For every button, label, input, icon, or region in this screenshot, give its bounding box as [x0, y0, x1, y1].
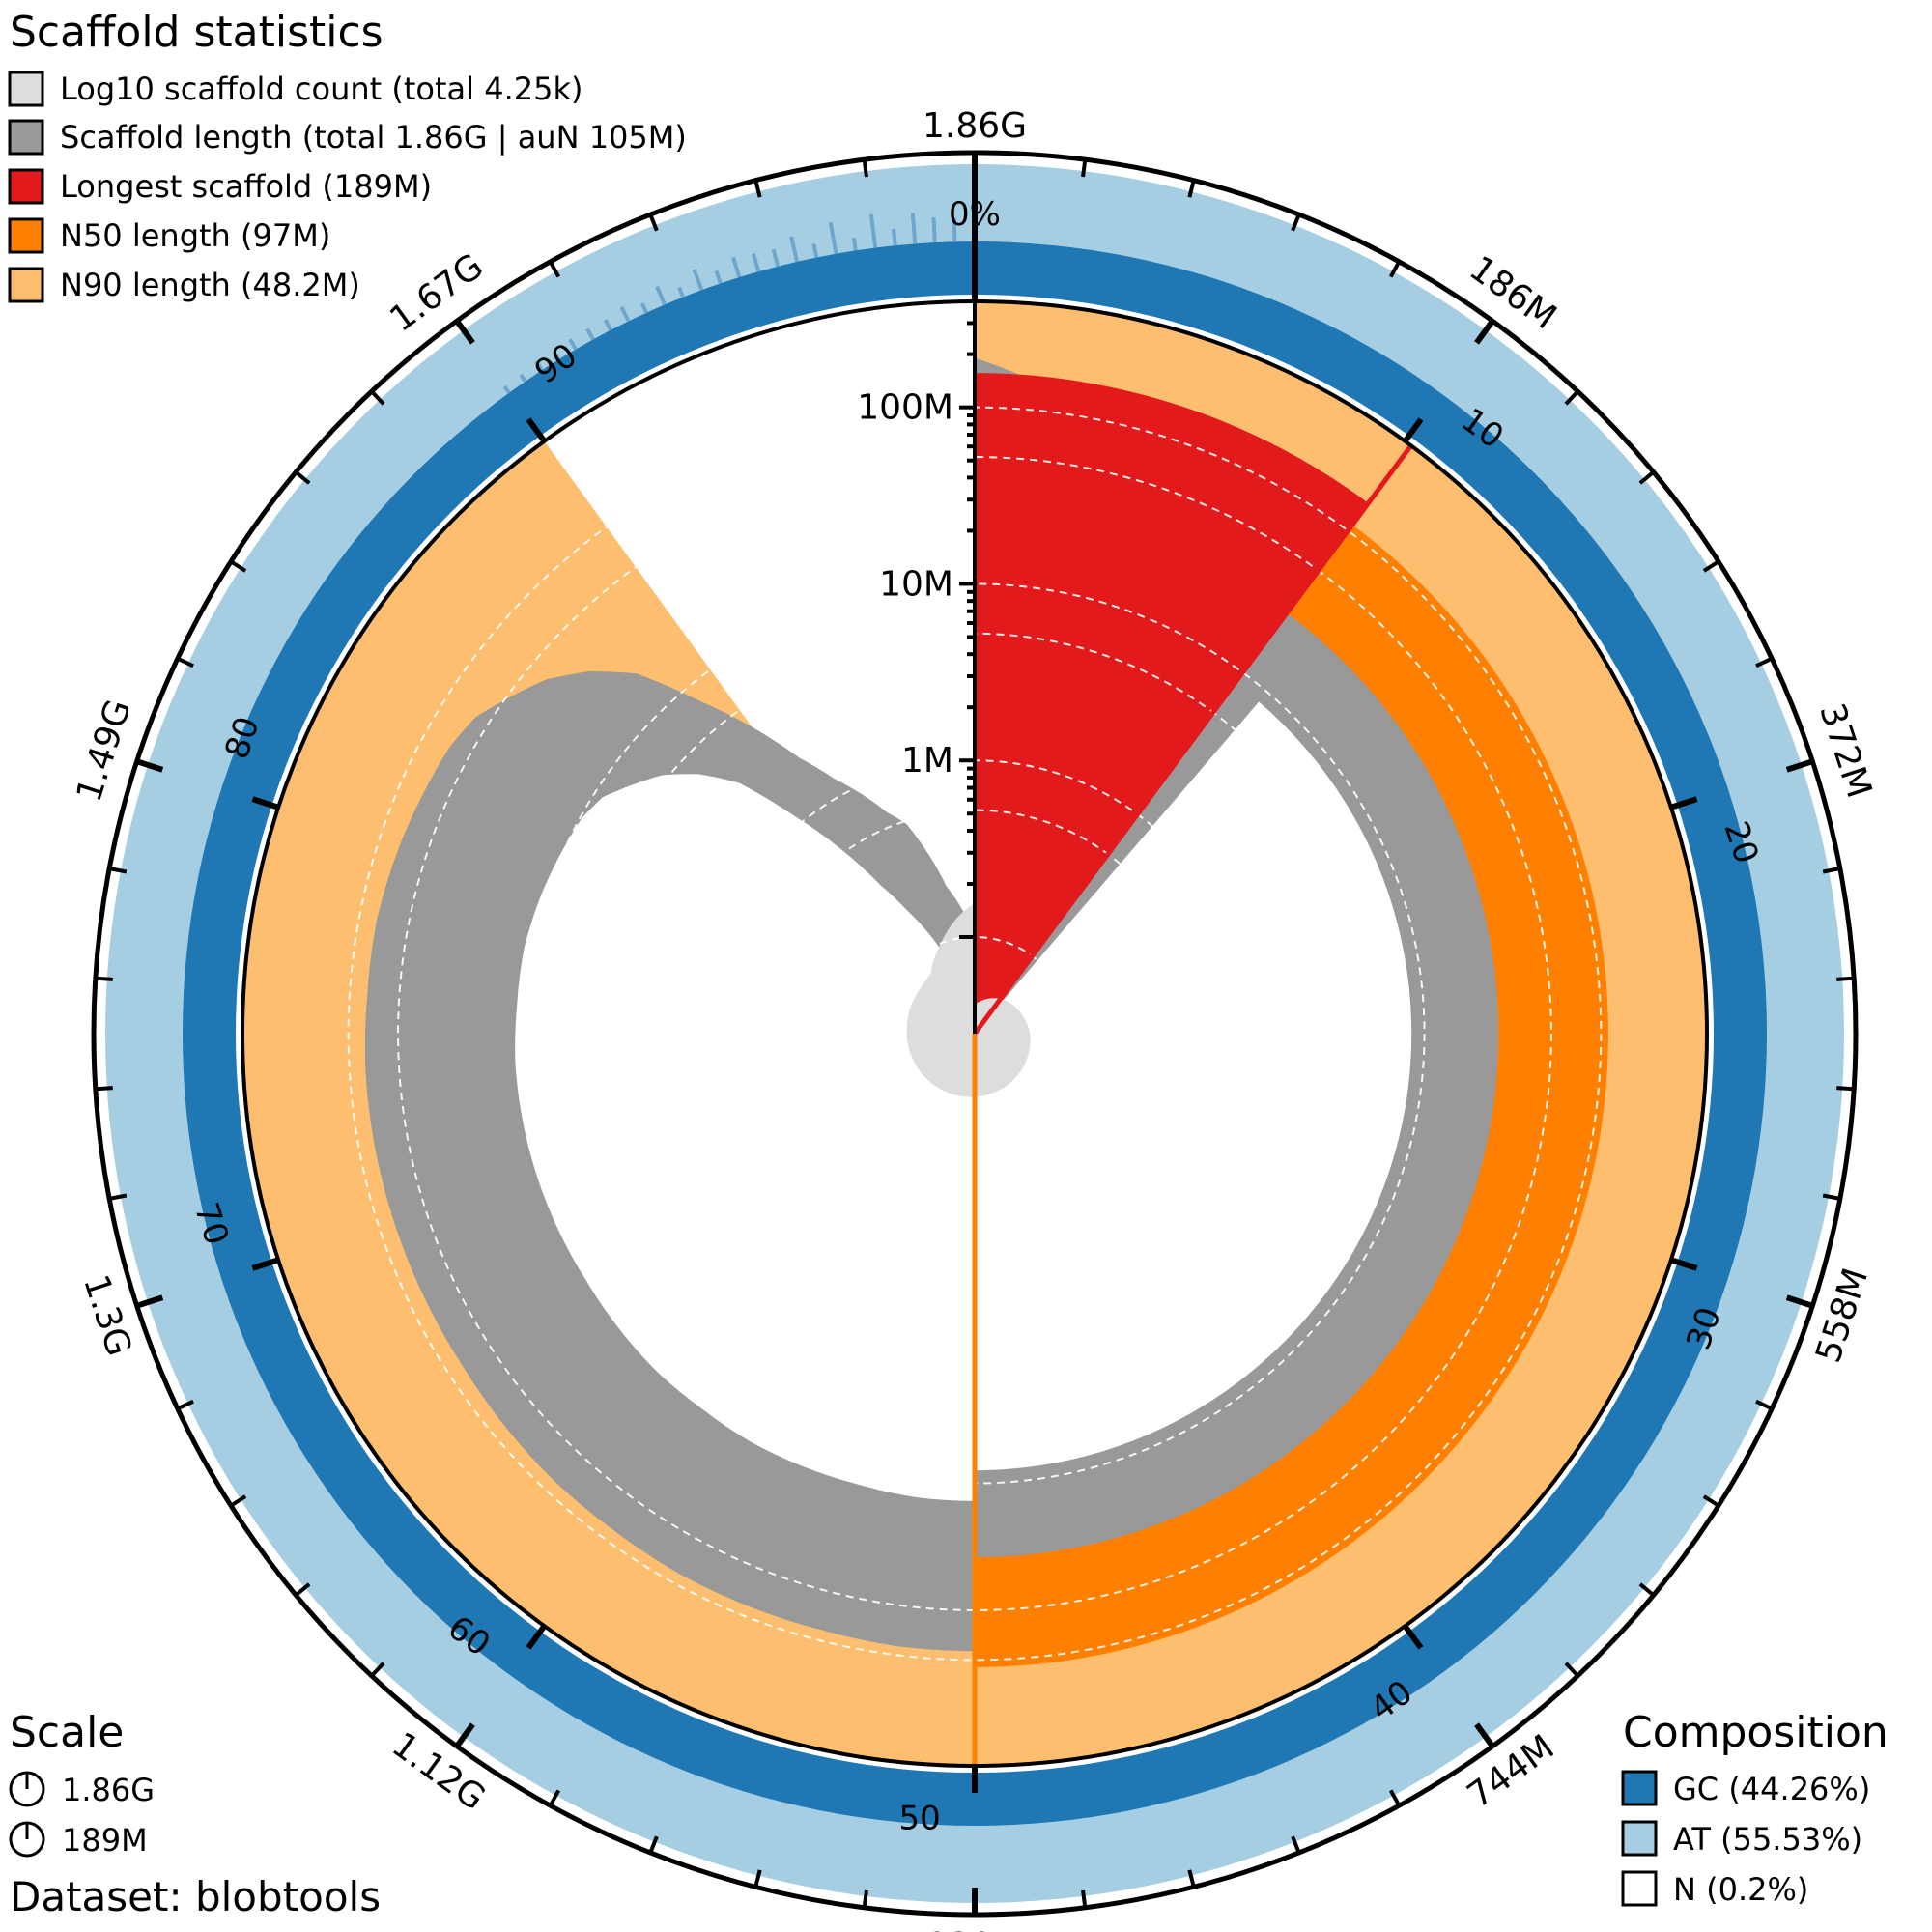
outer-major-tick [1474, 319, 1495, 345]
scaffold-count-profile [906, 903, 1031, 1097]
outer-minor-tick [1836, 976, 1855, 981]
outer-tick-label: 186M [1463, 249, 1564, 338]
outer-minor-tick [1564, 1662, 1579, 1678]
outer-minor-tick [753, 180, 762, 198]
legend-label-n90: N90 length (48.2M) [60, 267, 360, 303]
outer-minor-tick [1755, 1399, 1774, 1411]
scale-label-total: 1.86G [62, 1772, 155, 1808]
outer-minor-tick [1388, 1789, 1402, 1807]
outer-minor-tick [1702, 559, 1720, 573]
outer-major-tick [135, 1294, 164, 1309]
outer-minor-tick [1081, 1889, 1088, 1909]
outer-minor-tick [1291, 1835, 1301, 1854]
outer-minor-tick [862, 158, 868, 178]
outer-minor-tick [95, 1086, 113, 1092]
percent-tick [526, 417, 547, 443]
outer-minor-tick [1836, 1086, 1855, 1092]
gc-spikes [502, 213, 957, 394]
log-grid-circle [750, 809, 1200, 1259]
outer-minor-tick [1822, 1193, 1841, 1201]
outer-minor-tick [1638, 470, 1655, 485]
legend-label-count: Log10 scaffold count (total 4.25k) [60, 71, 582, 107]
legend-label-n50: N50 length (97M) [60, 217, 330, 254]
outer-minor-tick [753, 1869, 762, 1888]
outer-major-tick [454, 1722, 475, 1748]
percent-tick [1403, 417, 1424, 443]
scale-label-longest: 189M [62, 1822, 148, 1859]
outer-minor-tick [370, 389, 385, 406]
outer-major-tick [135, 758, 164, 773]
outer-minor-tick [1822, 867, 1841, 874]
outer-minor-tick [548, 1789, 561, 1807]
outer-minor-tick [548, 260, 561, 278]
legend-swatch-longest [8, 168, 44, 205]
outer-minor-tick [1081, 158, 1088, 178]
radial-tick-label: 10M [879, 564, 953, 604]
outer-tick-label: 930M [926, 1926, 1023, 1932]
radial-tick-label: 100M [857, 388, 953, 428]
log-grid-circle [397, 456, 1552, 1611]
outer-minor-tick [95, 976, 113, 981]
outer-minor-tick [1187, 1869, 1196, 1888]
outer-minor-tick [648, 1835, 659, 1854]
outer-minor-tick [176, 1399, 194, 1411]
legend-label-longest: Longest scaffold (189M) [60, 168, 432, 205]
outer-minor-tick [1291, 213, 1301, 232]
outer-minor-tick [229, 559, 247, 573]
outer-minor-tick [1564, 389, 1579, 406]
dataset-label: Dataset: blobtools [10, 1873, 381, 1920]
scale-legend: Scale 1.86G 189M Dataset: blobtools [9, 1708, 381, 1920]
legend-label-length: Scaffold length (total 1.86G | auN 105M) [60, 119, 687, 156]
composition-swatch-at [1621, 1820, 1658, 1857]
scale-title: Scale [10, 1708, 124, 1757]
outer-minor-tick [648, 213, 659, 232]
composition-label-n: N (0.2%) [1673, 1871, 1808, 1908]
outer-minor-tick [1755, 656, 1774, 668]
outer-minor-tick [1388, 260, 1402, 278]
outer-minor-tick [862, 1889, 868, 1909]
composition-zero-label: 0% [949, 195, 1001, 234]
outer-minor-tick [1638, 1582, 1655, 1597]
outer-minor-tick [176, 656, 194, 668]
outer-major-tick [1785, 758, 1814, 773]
outer-minor-tick [295, 1582, 311, 1597]
outer-major-tick [1785, 1294, 1814, 1309]
outer-minor-tick [108, 867, 128, 874]
radial-tick-label: 1M [901, 741, 953, 781]
outer-minor-tick [370, 1662, 385, 1678]
inner-core [971, 701, 1412, 1471]
chart-title: Scaffold statistics [10, 8, 384, 57]
outer-minor-tick [1187, 180, 1196, 198]
percent-tick [526, 1624, 547, 1650]
percent-tick [251, 1257, 280, 1271]
legend-swatch-n90 [8, 267, 44, 303]
outer-minor-tick [108, 1193, 128, 1201]
longest-scaffold-sector [975, 373, 1369, 1034]
outer-minor-tick [229, 1494, 247, 1508]
composition-label-gc: GC (44.26%) [1673, 1771, 1870, 1807]
percent-tick-label: 50 [898, 1800, 940, 1838]
legend-swatch-n50 [8, 217, 44, 254]
composition-swatch-n [1621, 1870, 1658, 1907]
legend-swatch-length [8, 119, 44, 156]
composition-title: Composition [1623, 1708, 1889, 1757]
longest-scaffold-line [972, 443, 1413, 1036]
outer-minor-tick [1702, 1494, 1720, 1508]
percent-tick [1669, 796, 1698, 810]
composition-label-at: AT (55.53%) [1673, 1821, 1862, 1858]
legend: Scaffold statistics Log10 scaffold count… [8, 8, 687, 303]
composition-swatch-gc [1621, 1770, 1658, 1806]
composition-legend: Composition GC (44.26%) AT (55.53%) N (0… [1621, 1708, 1889, 1908]
percent-tick [251, 796, 280, 810]
outer-top-label: 1.86G [923, 106, 1027, 146]
outer-major-tick [454, 319, 475, 345]
outer-major-tick [1474, 1722, 1495, 1748]
legend-swatch-count [8, 71, 44, 107]
percent-tick [1669, 1257, 1698, 1271]
percent-tick [1403, 1624, 1424, 1650]
outer-minor-tick [295, 470, 311, 485]
